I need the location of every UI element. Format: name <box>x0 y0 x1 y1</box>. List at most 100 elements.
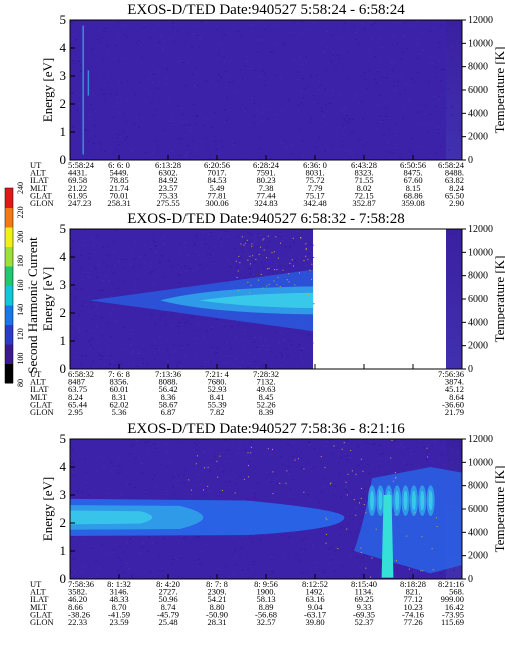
table-cell: 55.39 <box>207 399 226 409</box>
table-cell: 52.37 <box>354 617 373 627</box>
speck <box>291 259 293 261</box>
speck <box>355 473 357 475</box>
feature-burst-core <box>411 490 416 511</box>
table-cell: 8487 <box>68 377 85 387</box>
speck <box>431 548 433 550</box>
table-row-label: UT <box>30 579 42 589</box>
colorbar-tick-label: 200 <box>16 231 25 243</box>
y2-tick-label: 12000 <box>468 15 493 26</box>
temperature-strip <box>446 20 462 160</box>
speck <box>258 253 260 255</box>
speck <box>259 246 261 248</box>
speck <box>271 252 273 254</box>
feature-burst-core <box>428 490 433 511</box>
table-cell: 8.36 <box>161 392 176 402</box>
y2-tick-label: 10000 <box>468 457 493 468</box>
table-cell: 2.95 <box>68 407 83 417</box>
colorbar-tick-label: 240 <box>16 182 25 194</box>
table-cell: 3582. <box>68 587 87 597</box>
y2-tick-label: 12000 <box>468 224 493 235</box>
speck <box>305 247 307 249</box>
table-cell: 7680. <box>207 377 226 387</box>
table-cell: 6302. <box>158 168 177 178</box>
speck <box>235 260 237 262</box>
speck <box>307 258 309 260</box>
speck <box>252 255 254 257</box>
table-cell: 60.01 <box>109 384 128 394</box>
speck <box>217 476 219 478</box>
y2-tick-label: 0 <box>468 574 473 585</box>
y-tick-label: 2 <box>60 96 67 111</box>
feature-vline <box>87 70 90 96</box>
table-cell: 70.01 <box>109 190 128 200</box>
speck <box>325 517 327 519</box>
speck <box>306 293 308 295</box>
speck <box>263 249 265 251</box>
speck <box>394 477 396 479</box>
colorbar-frame <box>4 187 14 384</box>
table-cell: 8: 1:32 <box>107 579 131 589</box>
table-cell: 78.85 <box>109 175 128 185</box>
panel-title: EXOS-D/TED Date:940527 7:58:36 - 8:21:16 <box>127 421 405 437</box>
speck <box>250 284 252 286</box>
speck <box>346 528 348 530</box>
speck <box>247 476 249 478</box>
speck <box>241 236 243 238</box>
y2-tick-label: 2000 <box>468 132 488 143</box>
y2-tick-label: 0 <box>468 155 473 166</box>
table-cell: 84.92 <box>158 175 177 185</box>
speck <box>262 287 264 289</box>
table-cell: 8.89 <box>259 602 274 612</box>
y2-tick-label: 0 <box>468 364 473 375</box>
table-cell: 84.53 <box>207 175 226 185</box>
table-cell: 3874. <box>445 377 464 387</box>
speck <box>289 262 291 264</box>
speck <box>247 259 249 261</box>
speck <box>365 512 367 514</box>
table-cell: 6.87 <box>161 407 176 417</box>
speck <box>244 242 246 244</box>
table-cell: 300.06 <box>205 198 228 208</box>
table-cell: 7591. <box>256 168 275 178</box>
table-cell: 77.81 <box>207 190 226 200</box>
table-cell: -45.79 <box>157 609 179 619</box>
table-cell: 8.39 <box>259 407 274 417</box>
speck <box>297 458 299 460</box>
y-tick-label: 1 <box>60 333 67 348</box>
feature-burst-core <box>403 490 408 511</box>
speck <box>190 489 192 491</box>
speck <box>292 237 294 239</box>
spectrogram-panel-3: EXOS-D/TED Date:940527 7:58:36 - 8:21:16… <box>30 421 505 627</box>
speck <box>243 244 245 246</box>
table-cell: 359.08 <box>401 198 424 208</box>
speck <box>385 503 387 505</box>
speck <box>249 255 251 257</box>
table-cell: 61.95 <box>68 190 87 200</box>
colorbar-tick-label: 140 <box>16 304 25 316</box>
speck <box>293 265 295 267</box>
colorbar-tick-label: 160 <box>16 280 25 292</box>
speck <box>251 243 253 245</box>
table-cell: 2.90 <box>449 198 464 208</box>
speck <box>298 272 300 274</box>
y2-tick-label: 4000 <box>468 317 488 328</box>
speck <box>346 494 348 496</box>
colorbar-segment <box>5 305 13 325</box>
table-cell: -74.16 <box>402 609 424 619</box>
speck <box>370 576 372 578</box>
table-cell: 8.70 <box>112 602 127 612</box>
speck <box>237 270 239 272</box>
table-row-label: ALT <box>30 587 47 597</box>
feature-burst-core <box>370 490 374 511</box>
table-cell: 5449. <box>109 168 128 178</box>
table-cell: 21.22 <box>68 183 87 193</box>
table-cell: 46.20 <box>68 594 87 604</box>
table-cell: 8: 4:20 <box>156 579 180 589</box>
speck <box>216 460 218 462</box>
feature-vline <box>82 25 84 155</box>
speck <box>390 457 392 459</box>
speck <box>307 293 309 295</box>
speck <box>277 276 279 278</box>
table-cell: 5.49 <box>210 183 225 193</box>
table-cell: 16.42 <box>445 602 464 612</box>
